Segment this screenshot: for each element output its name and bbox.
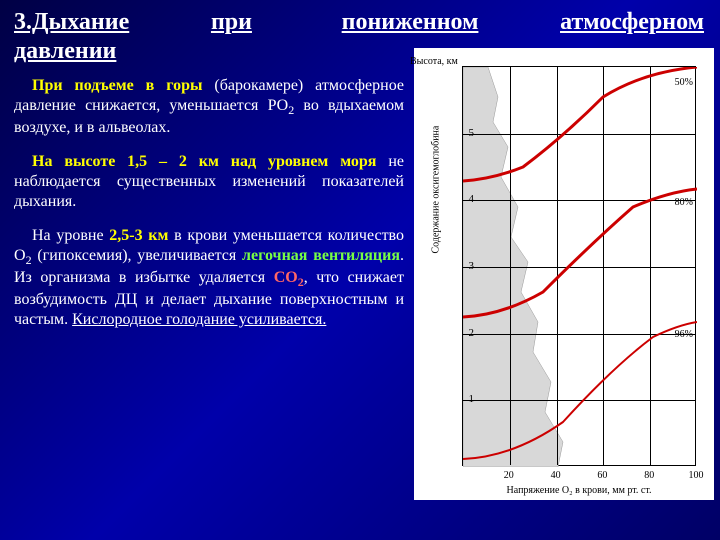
paragraph-2: На высоте 1,5 – 2 км над уровнем моря не… — [14, 152, 404, 212]
oxygen-curve — [463, 322, 697, 459]
x-tick: 80 — [644, 470, 654, 481]
y-axis-label: Содержание оксигемоглобина — [431, 126, 442, 254]
x-tick: 100 — [689, 470, 704, 481]
x-axis-label: Напряжение O₂ в крови, мм рт. ст. — [462, 485, 696, 496]
percent-label: 96% — [675, 329, 693, 340]
oxygen-curve — [463, 67, 697, 181]
highlight-red: СО — [274, 269, 298, 286]
oxygen-curve — [463, 189, 697, 317]
paragraph-1: При подъеме в горы (барокамере) атмосфер… — [14, 76, 404, 138]
highlight-green: легочная вентиляция — [242, 247, 400, 264]
y-axis-title: Высота, км — [410, 56, 458, 67]
y-tick: 2 — [469, 327, 475, 339]
x-tick: 60 — [597, 470, 607, 481]
curves — [463, 67, 697, 467]
highlight-yellow: При подъеме в горы — [32, 77, 202, 94]
highlight-yellow: На высоте 1,5 – 2 км над уровнем моря — [32, 153, 376, 170]
y-tick: 4 — [469, 193, 475, 205]
percent-label: 80% — [675, 197, 693, 208]
highlight-yellow: 2,5-3 км — [109, 227, 168, 244]
y-tick: 1 — [469, 393, 475, 405]
y-tick: 3 — [469, 260, 475, 272]
paragraph-3: На уровне 2,5-3 км в крови уменьшается к… — [14, 226, 404, 330]
x-tick: 20 — [504, 470, 514, 481]
x-tick: 40 — [551, 470, 561, 481]
y-tick: 5 — [469, 127, 475, 139]
altitude-oxygen-chart: Высота, км 50%80%96% Содержание оксигемо… — [414, 48, 714, 500]
chart-plot-area: 50% 80% 96% — [462, 66, 696, 466]
percent-label: 50% — [675, 77, 693, 88]
